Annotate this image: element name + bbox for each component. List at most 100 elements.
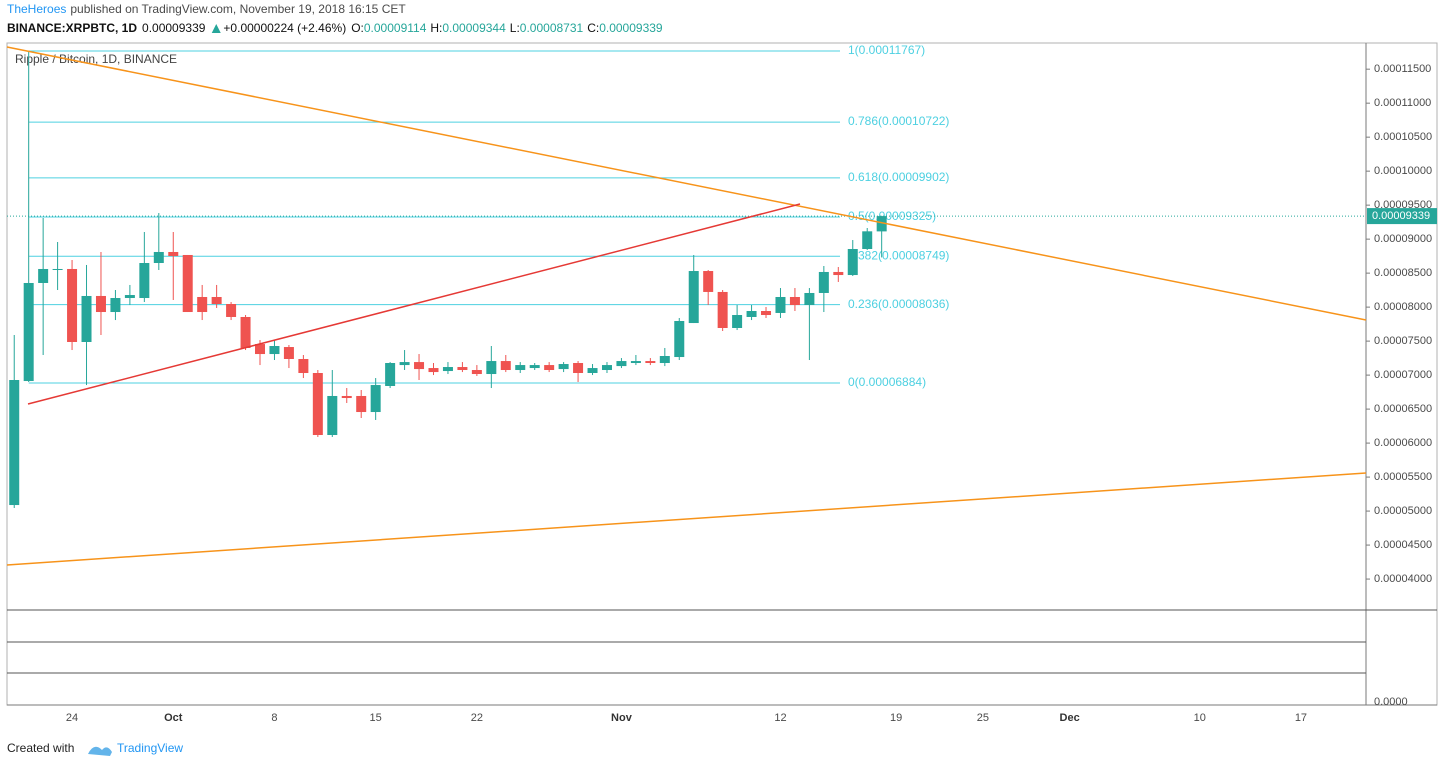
candle-body — [168, 251, 179, 256]
symbol: BINANCE:XRPBTC, 1D — [7, 21, 137, 35]
y-tick-label: 0.00011000 — [1374, 97, 1431, 109]
x-tick-label: 24 — [66, 712, 78, 724]
candle-body — [457, 367, 468, 371]
y-tick-label: 0.00009500 — [1374, 199, 1432, 211]
candle-body — [414, 362, 425, 370]
candle-body — [211, 296, 222, 304]
ohlc-label: L: — [510, 21, 520, 35]
fib-label: 0.618(0.00009902) — [848, 170, 949, 184]
candle-body — [153, 251, 164, 264]
up-arrow — [211, 24, 221, 33]
candle-body — [255, 344, 266, 355]
header-line: TheHeroes published on TradingView.com, N… — [7, 2, 406, 16]
x-tick-label: Nov — [611, 712, 633, 724]
last-price-tag — [1367, 208, 1437, 225]
x-tick-label: Oct — [164, 712, 183, 724]
candle-body — [862, 231, 873, 249]
candle-body — [717, 291, 728, 328]
last-price: 0.00009339 — [142, 21, 206, 35]
candle-body — [81, 295, 92, 343]
candle-body — [544, 365, 555, 371]
candle-body — [283, 347, 294, 359]
symbol-line: BINANCE:XRPBTC, 1D 0.00009339 +0.00000224 … — [7, 21, 663, 35]
ohlc-label: H: — [430, 21, 442, 35]
chart-title: Ripple / Bitcoin, 1D, BINANCE — [15, 52, 177, 66]
ohlc-value: 0.00008731 — [520, 21, 584, 35]
candle-body — [616, 361, 627, 367]
candle-body — [688, 271, 699, 324]
candle-body — [341, 395, 352, 399]
trend-line — [6, 46, 1367, 321]
candle-body — [659, 356, 670, 364]
fib-label: 1(0.00011767) — [848, 43, 925, 57]
candle-body — [500, 361, 511, 371]
candle-body — [732, 315, 743, 328]
candle-body — [674, 320, 685, 358]
candle-body — [399, 362, 410, 366]
x-tick-label: 8 — [271, 712, 277, 724]
author[interactable]: TheHeroes — [7, 2, 66, 16]
candle-body — [197, 296, 208, 313]
candle-body — [298, 358, 309, 374]
published: published on TradingView.com, November 1… — [70, 2, 406, 16]
candle-body — [370, 385, 381, 413]
pane-label: 0.0000 — [1374, 696, 1408, 708]
ohlc-label: C: — [587, 21, 599, 35]
candle-body — [558, 364, 569, 370]
candle-body — [529, 365, 540, 369]
y-tick-label: 0.00004000 — [1374, 573, 1432, 585]
candle-body — [110, 298, 121, 313]
candle-body — [52, 268, 63, 271]
candle-body — [385, 363, 396, 386]
candle-body — [804, 292, 815, 306]
candle-body — [486, 361, 497, 375]
candle-body — [789, 296, 800, 306]
candle-body — [818, 271, 829, 293]
candle-body — [775, 296, 786, 313]
candle-body — [746, 310, 757, 317]
candle-body — [573, 363, 584, 374]
x-tick-label: 15 — [370, 712, 382, 724]
fib-label: 0.236(0.00008036) — [848, 297, 949, 311]
candle-body — [833, 271, 844, 276]
candle-body — [312, 373, 323, 436]
candle-body — [9, 380, 20, 506]
fib-label: 0(0.00006884) — [848, 375, 926, 389]
last-price-label: 0.00009339 — [1372, 210, 1430, 222]
candle-body — [23, 282, 34, 382]
y-tick-label: 0.00010000 — [1374, 165, 1432, 177]
plot: 1(0.00011767) 0.786(0.00010722) 0.618(0.00… — [7, 43, 1366, 509]
candle-body — [761, 310, 772, 316]
candle-body — [515, 365, 526, 371]
x-tick-label: 19 — [890, 712, 902, 724]
trend-line — [27, 203, 801, 405]
candle-body — [124, 295, 135, 299]
trend-line — [6, 472, 1367, 566]
footer-text: Created with — [7, 741, 74, 755]
y-tick-label: 0.00004500 — [1374, 539, 1432, 551]
y-tick-label: 0.00007500 — [1374, 335, 1432, 347]
candle-body — [269, 346, 280, 355]
x-tick-label: 25 — [977, 712, 989, 724]
candle-body — [601, 365, 612, 371]
candle-body — [182, 254, 193, 313]
candle-body — [327, 395, 338, 436]
ohlc-value: 0.00009344 — [442, 21, 506, 35]
candle-body — [645, 361, 656, 364]
candle-body — [67, 268, 78, 343]
fib-label: 0.382(0.00008749) — [848, 248, 949, 262]
candle-body — [587, 368, 598, 374]
candle-body — [139, 263, 150, 299]
y-tick-label: 0.00011500 — [1374, 63, 1431, 75]
y-tick-label: 0.00009000 — [1374, 233, 1432, 245]
candle-body — [876, 216, 887, 232]
candle-body — [356, 395, 367, 413]
x-tick-label: 22 — [471, 712, 483, 724]
y-tick-label: 0.00006000 — [1374, 437, 1432, 449]
y-tick-label: 0.00007000 — [1374, 369, 1432, 381]
footer-brand[interactable]: TradingView — [117, 741, 183, 755]
fib-label: 0.786(0.00010722) — [848, 114, 949, 128]
y-tick-label: 0.00010500 — [1374, 131, 1432, 143]
